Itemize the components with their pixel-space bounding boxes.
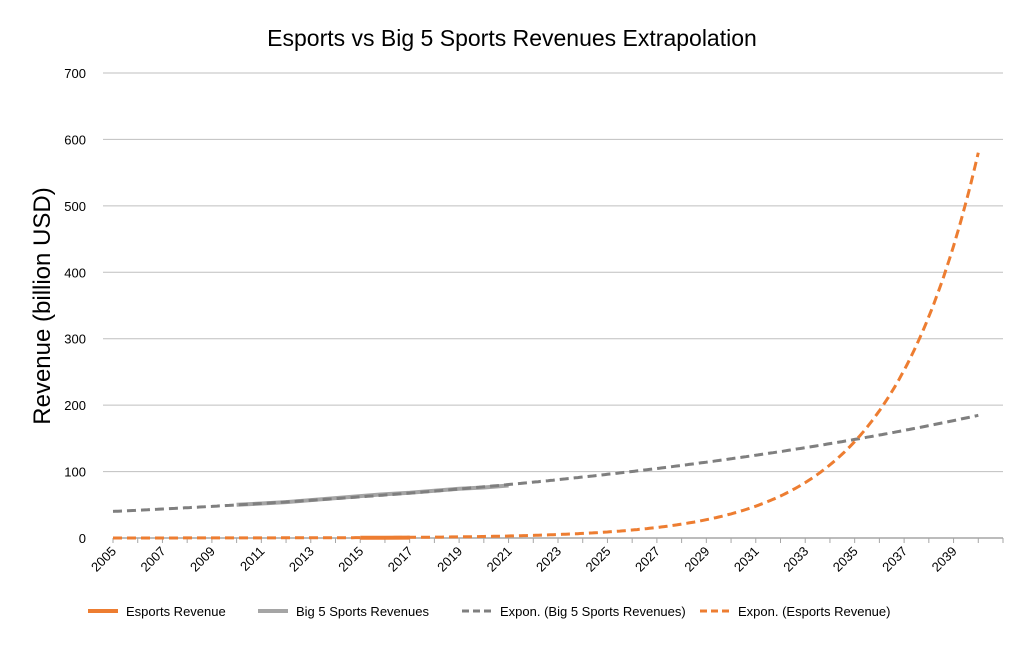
- x-tick-label: 2007: [138, 544, 169, 575]
- y-tick-label: 200: [64, 398, 86, 413]
- chart-title: Esports vs Big 5 Sports Revenues Extrapo…: [267, 25, 757, 51]
- x-tick-label: 2023: [533, 544, 564, 575]
- x-tick-label: 2037: [879, 544, 910, 575]
- y-tick-label: 100: [64, 465, 86, 480]
- y-axis-label: Revenue (billion USD): [29, 187, 56, 424]
- legend-label: Expon. (Big 5 Sports Revenues): [500, 604, 686, 619]
- x-tick-label: 2025: [583, 544, 614, 575]
- legend-label: Esports Revenue: [126, 604, 226, 619]
- x-tick-label: 2029: [681, 544, 712, 575]
- x-tick-label: 2019: [434, 544, 465, 575]
- x-tick-label: 2013: [286, 544, 317, 575]
- x-tick-label: 2011: [237, 544, 267, 574]
- y-tick-label: 500: [64, 199, 86, 214]
- x-tick-label: 2039: [929, 544, 960, 575]
- series-line-2: [113, 415, 978, 511]
- legend-label: Big 5 Sports Revenues: [296, 604, 429, 619]
- y-tick-label: 400: [64, 265, 86, 280]
- x-tick-label: 2035: [830, 544, 861, 575]
- y-tick-label: 300: [64, 332, 86, 347]
- x-tick-label: 2005: [88, 544, 119, 575]
- legend-label: Expon. (Esports Revenue): [738, 604, 890, 619]
- series-line-3: [113, 153, 978, 538]
- y-tick-label: 0: [79, 531, 86, 546]
- x-tick-label: 2031: [731, 544, 762, 575]
- x-tick-label: 2021: [484, 544, 515, 575]
- x-tick-label: 2027: [632, 544, 663, 575]
- x-tick-label: 2033: [780, 544, 811, 575]
- x-tick-label: 2009: [187, 544, 218, 575]
- y-tick-label: 600: [64, 132, 86, 147]
- x-tick-label: 2015: [335, 544, 366, 575]
- x-tick-label: 2017: [385, 544, 416, 575]
- y-tick-label: 700: [64, 66, 86, 81]
